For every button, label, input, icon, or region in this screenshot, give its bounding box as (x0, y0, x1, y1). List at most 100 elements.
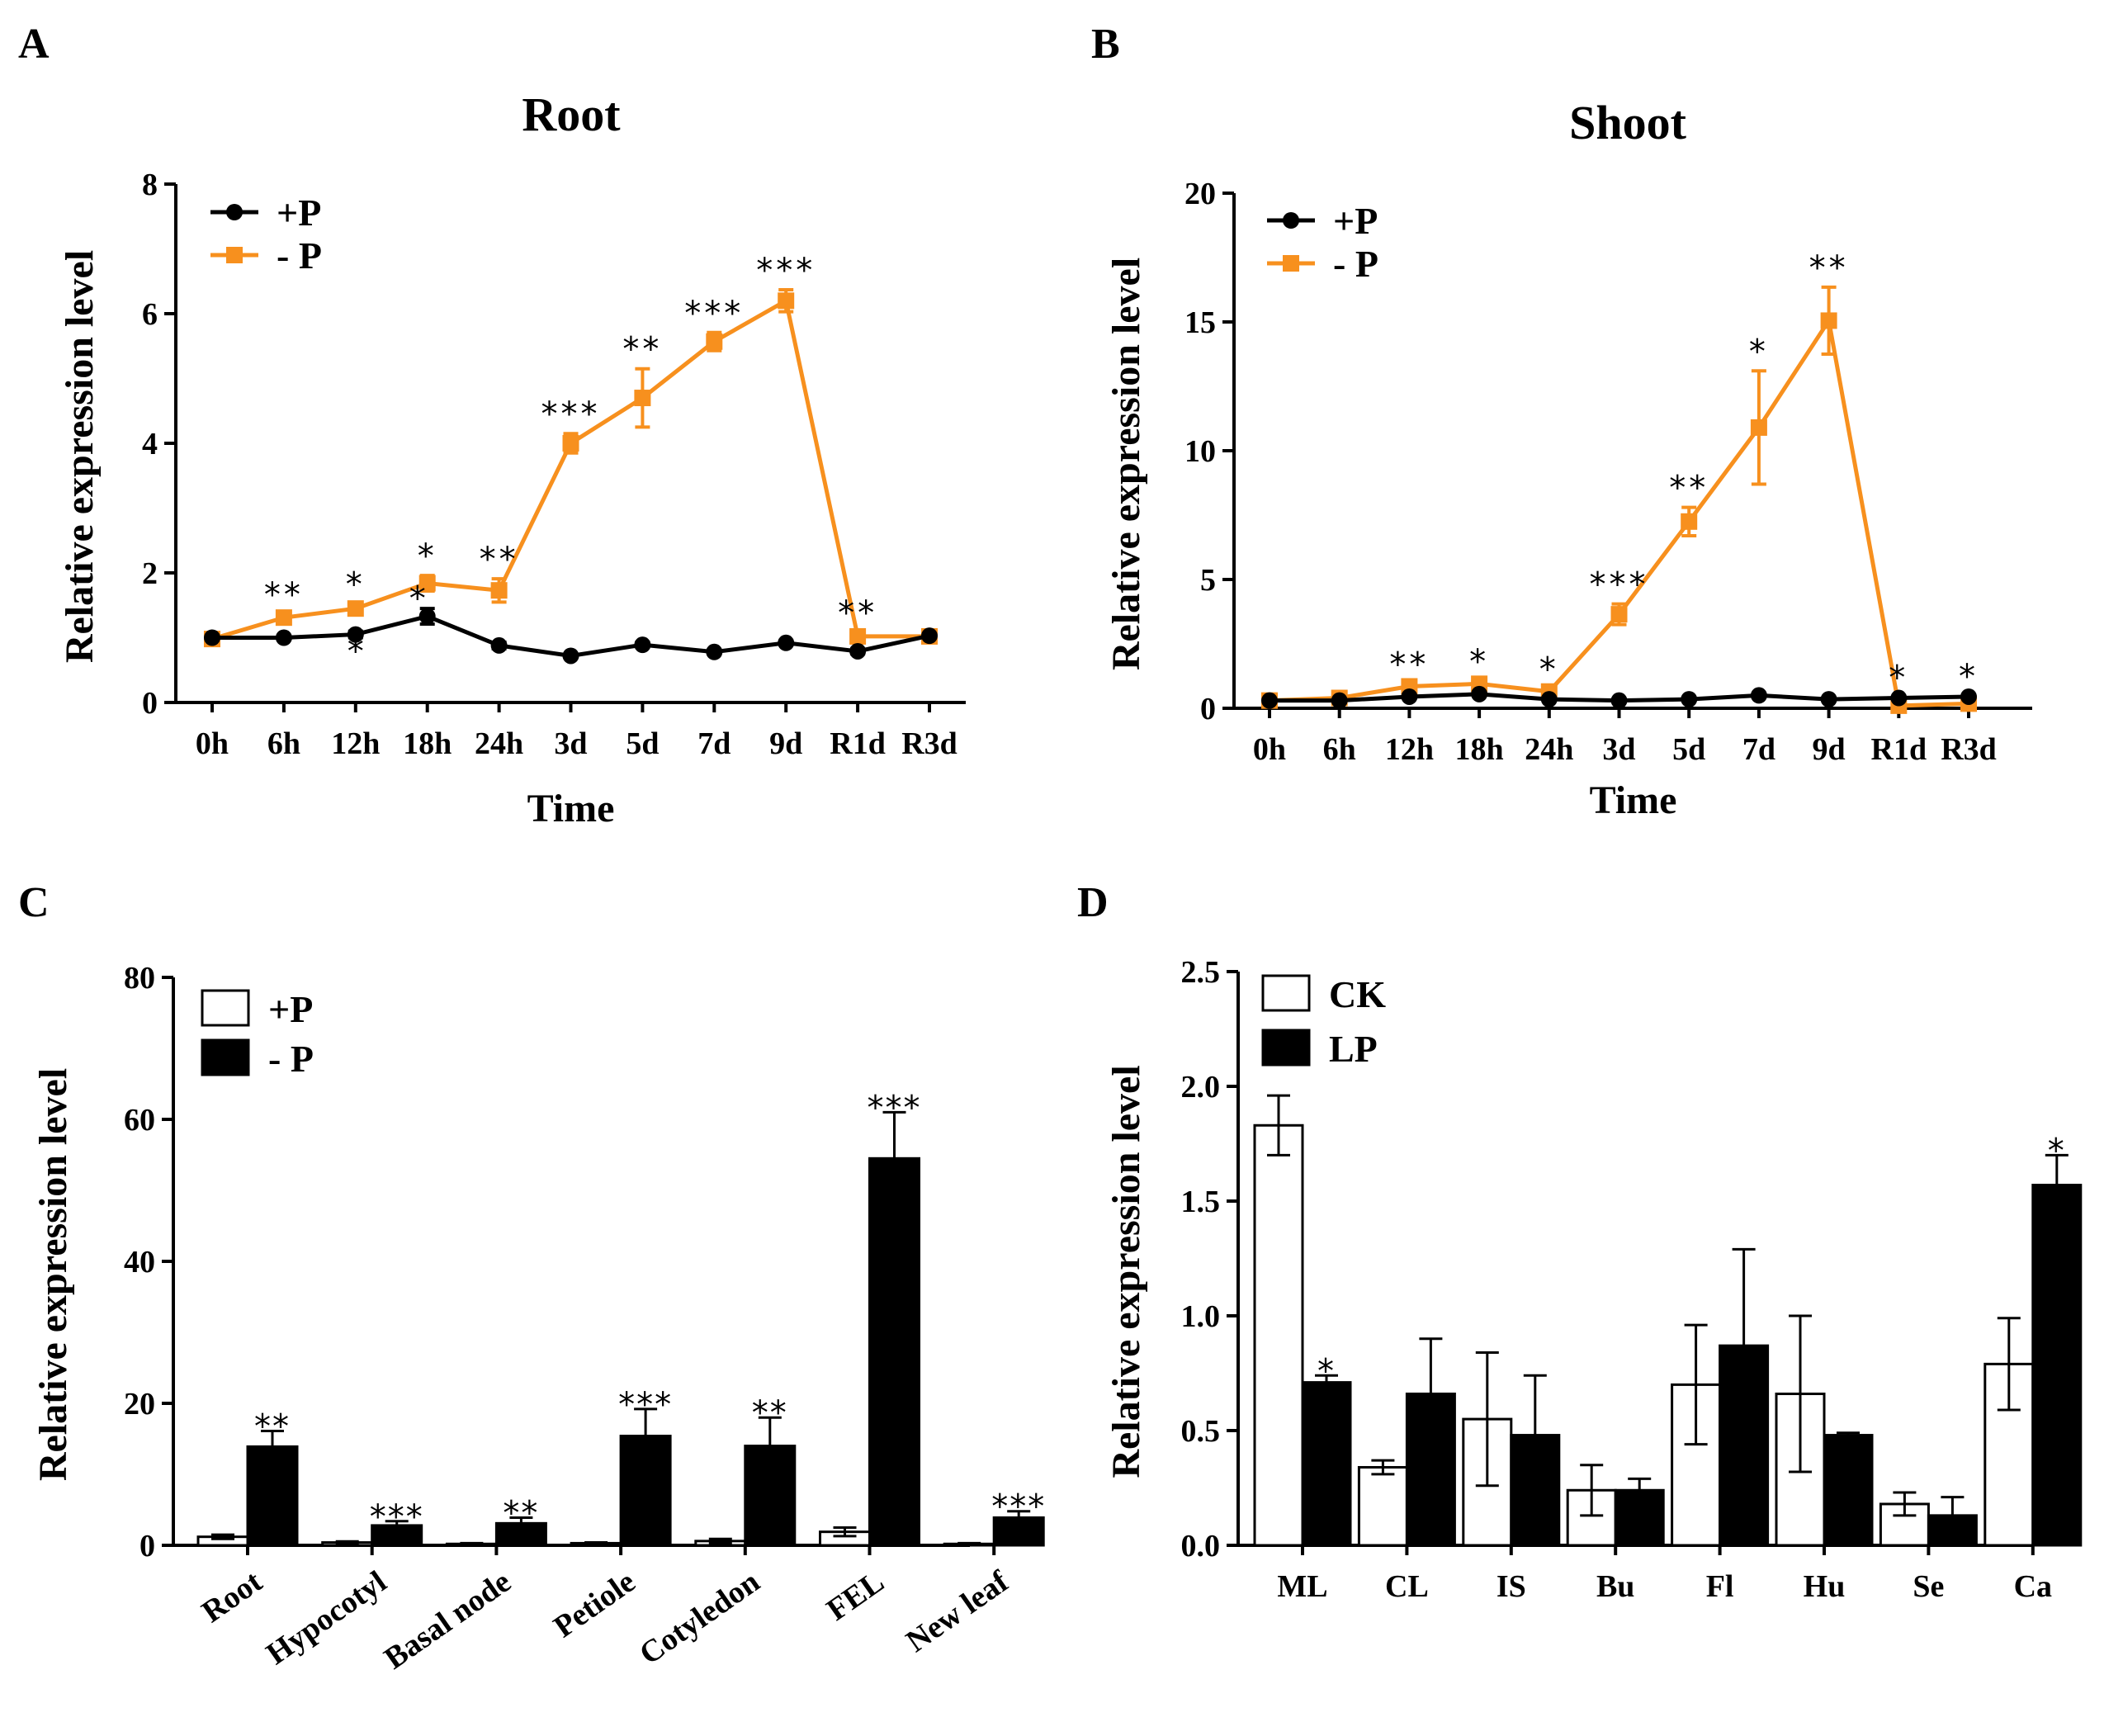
y-axis-label: Relative expression level (31, 1068, 75, 1481)
x-tick-label: IS (1497, 1569, 1526, 1604)
legend-marker (226, 247, 243, 263)
x-tick-label: R1d (830, 726, 886, 761)
x-tick-label: 6h (267, 726, 300, 761)
legend-label: +P (277, 192, 321, 234)
panel-a-root-line-chart: A Root 0 2 4 6 8 Relative expression level 0h 6h 1… (18, 21, 966, 830)
x-tick-label: 24h (475, 726, 523, 761)
y-tick-label: 2 (142, 556, 158, 591)
significance-label: * (409, 580, 426, 618)
data-point-minus-p (778, 292, 795, 310)
panel-letter: C (18, 879, 50, 926)
y-tick-label: 6 (142, 297, 158, 332)
bar-treatment (1823, 1434, 1874, 1547)
data-point-plus-p (1750, 687, 1767, 704)
data-point-plus-p (562, 647, 579, 665)
y-axis-label: Relative expression level (58, 250, 102, 663)
x-axis-label: Time (1590, 778, 1677, 822)
x-tick-label: 6h (1323, 732, 1356, 767)
data-point-plus-p (275, 629, 292, 646)
y-tick-label: 0 (142, 686, 158, 721)
data-point-plus-p (921, 627, 938, 645)
significance-label: ** (752, 1394, 788, 1432)
bar-treatment (744, 1445, 797, 1547)
x-tick-label: 3d (1602, 732, 1635, 767)
x-tick-label: 24h (1525, 732, 1573, 767)
y-tick-label: 1.0 (1181, 1299, 1221, 1334)
data-point-minus-p (849, 627, 867, 645)
significance-label: *** (684, 295, 744, 333)
data-point-minus-p (706, 333, 723, 350)
significance-label: ** (480, 541, 519, 579)
data-point-plus-p (1540, 691, 1558, 708)
y-tick-label: 20 (124, 1387, 155, 1421)
significance-label: *** (1590, 566, 1649, 604)
data-point-plus-p (1471, 685, 1488, 702)
x-tick-label: R3d (1941, 732, 1997, 767)
x-tick-label: Bu (1596, 1569, 1634, 1604)
data-point-plus-p (1610, 692, 1628, 709)
x-tick-label: 0h (196, 726, 229, 761)
data-point-plus-p (490, 636, 508, 654)
bar-treatment (1719, 1344, 1770, 1547)
bar-treatment (992, 1516, 1045, 1547)
panel-letter: D (1077, 879, 1109, 926)
data-point-plus-p (347, 626, 364, 643)
y-tick-label: 1.5 (1181, 1185, 1221, 1219)
bar-treatment (371, 1524, 423, 1547)
significance-label: * (418, 537, 437, 575)
y-tick-label: 80 (124, 961, 155, 996)
data-point-plus-p (634, 636, 651, 654)
y-tick-label: 4 (142, 427, 158, 461)
y-tick-label: 2.0 (1181, 1070, 1221, 1105)
bar-treatment (868, 1157, 920, 1547)
data-point-plus-p (706, 643, 723, 660)
data-point-plus-p (1261, 692, 1278, 709)
data-point-minus-p (1610, 606, 1628, 623)
data-point-minus-p (634, 390, 651, 407)
data-point-plus-p (1401, 688, 1418, 705)
data-point-minus-p (275, 609, 292, 627)
legend-label: LP (1329, 1028, 1378, 1070)
y-tick-label: 0.0 (1181, 1529, 1221, 1563)
x-axis-label: Time (527, 787, 615, 830)
significance-label: * (1749, 333, 1769, 371)
x-tick-label: 9d (1813, 732, 1846, 767)
significance-label: *** (868, 1089, 922, 1127)
data-point-plus-p (849, 642, 867, 660)
data-point-minus-p (347, 600, 364, 617)
bar-treatment (1301, 1381, 1352, 1547)
panel-b-shoot-line-chart: B Shoot 0 5 10 15 20 Relative expression level 0… (1091, 21, 2032, 822)
panel-d-organ-bar-chart: D 0.0 0.5 1.0 1.5 2.0 2.5 Relative expression l… (1077, 879, 2083, 1604)
x-tick-label: Petiole (547, 1564, 641, 1644)
x-tick-label: Hypocotyl (260, 1564, 393, 1672)
x-tick-label: 7d (697, 726, 731, 761)
legend-swatch (1261, 1029, 1311, 1067)
data-point-plus-p (778, 634, 795, 651)
x-tick-label: 12h (331, 726, 380, 761)
bar-treatment (619, 1435, 672, 1547)
y-tick-label: 60 (124, 1103, 155, 1138)
y-tick-label: 2.5 (1181, 955, 1221, 990)
series-line-minus-p (1269, 315, 1969, 708)
y-tick-label: 20 (1184, 177, 1216, 211)
significance-label: *** (756, 252, 816, 290)
x-tick-label: R1d (1871, 732, 1927, 767)
series-line-minus-p (211, 297, 929, 641)
bar-control (1253, 1123, 1304, 1547)
y-axis-label: Relative expression level (1104, 258, 1148, 670)
bar-treatment (2031, 1184, 2083, 1547)
significance-label: * (1469, 643, 1489, 681)
significance-label: *** (370, 1498, 424, 1536)
panel-c-tissue-bar-chart: C 0 20 40 60 80 Relative expression level Root *… (18, 879, 1046, 1677)
data-point-plus-p (418, 608, 436, 625)
bar-control (1357, 1465, 1408, 1547)
x-tick-label: ML (1277, 1569, 1327, 1604)
x-tick-label: 12h (1385, 732, 1434, 767)
x-tick-label: 7d (1742, 732, 1775, 767)
significance-label: ** (254, 1408, 291, 1446)
significance-label: ** (264, 576, 304, 614)
significance-label: *** (991, 1488, 1046, 1526)
legend-label: CK (1329, 973, 1386, 1015)
y-tick-label: 10 (1184, 434, 1216, 469)
